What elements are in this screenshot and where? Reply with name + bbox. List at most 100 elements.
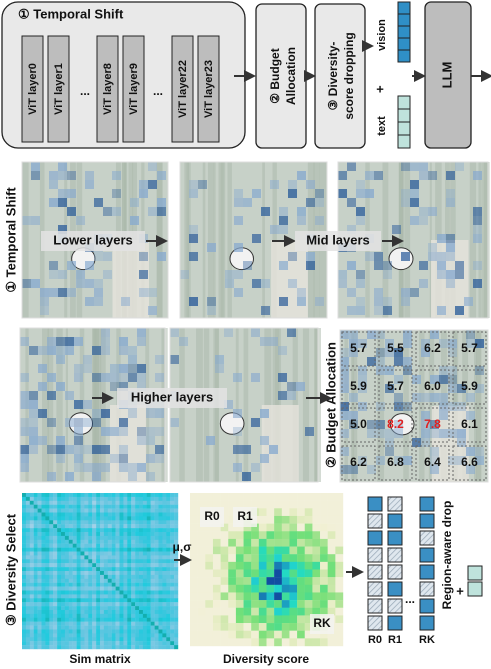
sim-cell (38, 540, 42, 544)
token-tile (446, 279, 455, 288)
sim-cell (73, 505, 77, 509)
budget-value: 6.1 (461, 417, 478, 431)
sim-cell (104, 555, 108, 559)
sim-cell (116, 520, 120, 524)
sim-cell (84, 520, 88, 524)
token-tile (22, 216, 31, 225)
sim-cell (162, 641, 166, 645)
token-tile (278, 373, 287, 382)
sim-cell (108, 520, 112, 524)
score-cell (190, 562, 198, 570)
sim-cell (30, 548, 34, 552)
sim-cell (166, 622, 170, 626)
sim-cell (100, 548, 104, 552)
token-tile (287, 382, 296, 391)
sim-cell (34, 555, 38, 559)
token-tile (157, 198, 166, 207)
score-cell (198, 547, 206, 555)
sim-cell (77, 591, 81, 595)
score-cell (274, 493, 282, 501)
sim-cell (170, 587, 174, 591)
sim-cell (57, 516, 61, 520)
sim-cell (100, 555, 104, 559)
sim-cell (104, 516, 108, 520)
score-cell (274, 570, 282, 578)
sim-cell (170, 505, 174, 509)
sim-cell (92, 575, 96, 579)
sim-cell (81, 630, 85, 634)
sim-cell (69, 559, 73, 563)
stage-label: Mid layers (306, 232, 370, 247)
sim-cell (174, 622, 178, 626)
sim-cell (26, 501, 30, 505)
score-cell (259, 600, 267, 608)
sim-cell (135, 591, 139, 595)
sim-cell (38, 630, 42, 634)
score-cell (244, 592, 252, 600)
sim-cell (22, 513, 26, 517)
token-tile (128, 472, 137, 481)
sim-cell (73, 555, 77, 559)
sim-cell (57, 536, 61, 540)
score-cell (328, 531, 336, 539)
sim-cell (81, 497, 85, 501)
sim-cell (42, 637, 46, 641)
sim-cell (100, 594, 104, 598)
sim-cell (22, 587, 26, 591)
token-tile (394, 357, 403, 366)
sim-cell (69, 536, 73, 540)
token-tile (146, 454, 155, 463)
score-cell (297, 570, 305, 578)
sim-cell (96, 509, 100, 513)
sim-cell (147, 575, 151, 579)
token-tile (338, 171, 347, 180)
token-tile (224, 328, 233, 337)
sim-cell (155, 645, 159, 649)
sim-cell (174, 532, 178, 536)
token-tile (119, 418, 128, 427)
sim-cell (34, 559, 38, 563)
sim-cell (96, 591, 100, 595)
sim-cell (143, 501, 147, 505)
sim-cell (112, 501, 116, 505)
sim-cell (38, 501, 42, 505)
token-tile (146, 409, 155, 418)
sim-cell (77, 536, 81, 540)
sim-cell (139, 555, 143, 559)
sim-cell (166, 493, 170, 497)
token-tile (356, 216, 365, 225)
sim-cell (34, 520, 38, 524)
sim-cell (174, 501, 178, 505)
sim-cell (34, 516, 38, 520)
sim-cell (120, 579, 124, 583)
sim-cell (45, 540, 49, 544)
sim-cell (81, 509, 85, 513)
sim-cell (77, 587, 81, 591)
sim-cell (166, 548, 170, 552)
sim-cell (88, 509, 92, 513)
token-tile (155, 445, 164, 454)
sim-cell (42, 559, 46, 563)
sim-cell (162, 544, 166, 548)
score-cell (267, 600, 275, 608)
score-cell (320, 524, 328, 532)
sim-cell (30, 633, 34, 637)
token-tile (67, 207, 76, 216)
sim-cell (159, 524, 163, 528)
sim-cell (96, 614, 100, 618)
score-cell (251, 608, 259, 616)
token-tile (349, 330, 358, 339)
sim-cell (65, 602, 69, 606)
sim-cell (127, 587, 131, 591)
token-tile (251, 373, 260, 382)
token-tile (29, 400, 38, 409)
sim-cell (22, 528, 26, 532)
score-cell (251, 493, 259, 501)
token-tile (146, 472, 155, 481)
sim-cell (69, 633, 73, 637)
score-cell (244, 608, 252, 616)
sim-cell (81, 552, 85, 556)
dropped-token (368, 548, 382, 562)
sim-cell (61, 587, 65, 591)
budget-value: 5.7 (350, 341, 367, 355)
